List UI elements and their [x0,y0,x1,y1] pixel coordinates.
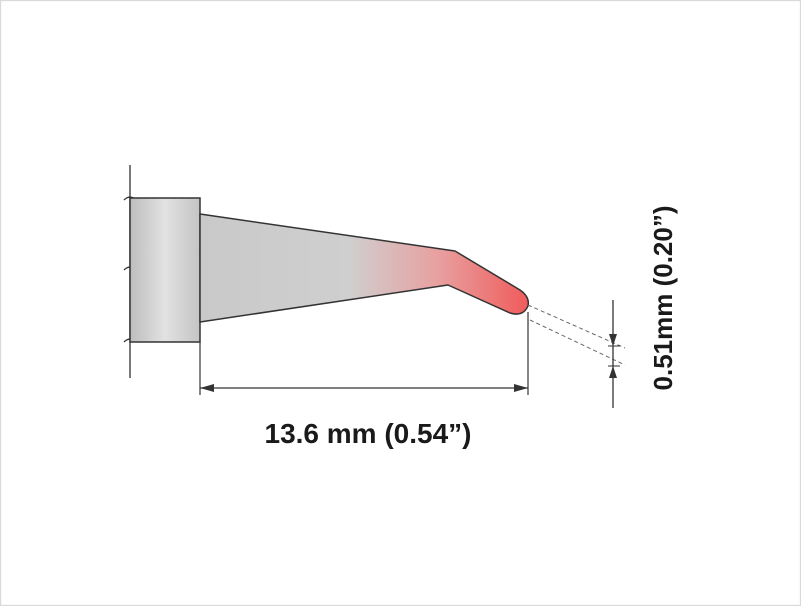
tip-barrel [129,197,201,343]
tip-width-dimension [608,300,620,408]
length-label: 13.6 mm (0.54”) [265,418,472,449]
tip-shaft [199,213,530,323]
tip-projection-lines [527,304,626,366]
tip-width-label: 0.51mm (0.20”) [648,206,678,391]
length-dimension [200,384,528,392]
